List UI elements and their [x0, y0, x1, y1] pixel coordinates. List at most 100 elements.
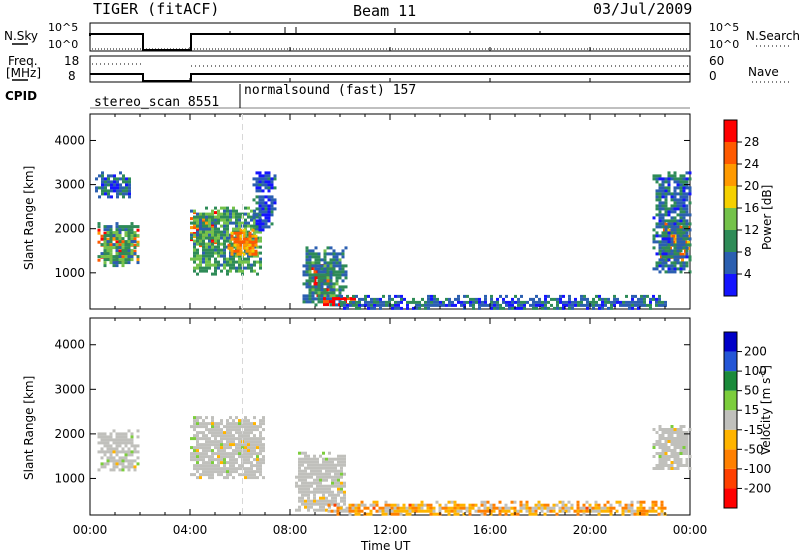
scatter-cell	[304, 481, 307, 485]
scatter-cell	[242, 237, 246, 241]
scatter-cell	[682, 261, 686, 265]
scatter-cell	[667, 467, 671, 470]
scatter-cell	[133, 237, 137, 241]
scatter-cell	[199, 473, 202, 477]
scatter-cell	[124, 432, 128, 436]
scatter-cell	[421, 303, 424, 307]
scatter-cell	[514, 300, 517, 304]
scatter-cell	[332, 252, 336, 256]
scatter-cell	[214, 437, 217, 441]
scatter-cell	[338, 252, 342, 256]
scatter-cell	[262, 455, 265, 459]
scatter-cell	[597, 509, 601, 513]
scatter-cell	[331, 466, 334, 470]
scatter-cell	[310, 463, 313, 467]
scatter-cell	[331, 478, 334, 482]
scatter-cell	[532, 300, 535, 304]
scatter-cell	[217, 434, 220, 438]
scatter-cell	[220, 224, 223, 228]
scatter-cell	[430, 294, 433, 298]
scatter-cell	[658, 303, 661, 307]
scatter-cell	[376, 297, 379, 301]
scatter-cell	[682, 255, 686, 259]
scatter-cell	[259, 257, 262, 261]
scatter-cell	[211, 230, 214, 234]
scatter-cell	[232, 209, 235, 213]
scatter-cell	[330, 500, 334, 504]
scatter-cell	[586, 300, 589, 304]
scatter-cell	[310, 484, 313, 488]
scatter-cell	[630, 506, 634, 510]
scatter-cell	[103, 252, 107, 256]
scatter-cell	[622, 303, 625, 307]
scatter-cell	[335, 258, 339, 262]
scatter-cell	[405, 512, 409, 516]
scatter-cell	[332, 261, 336, 265]
scatter-cell	[235, 260, 238, 264]
scatter-cell	[393, 506, 397, 510]
scatter-cell	[244, 467, 247, 471]
scatter-cell	[100, 237, 104, 241]
scatter-cell	[340, 472, 343, 476]
scatter-cell	[447, 509, 451, 513]
scatter-cell	[223, 239, 226, 243]
scatter-cell	[657, 506, 661, 510]
scatter-cell	[682, 231, 686, 235]
scatter-cell	[352, 300, 355, 304]
scatter-cell	[328, 475, 331, 479]
scatter-cell	[229, 263, 232, 267]
scatter-cell	[262, 437, 265, 441]
scatter-cell	[208, 458, 211, 462]
scatter-cell	[408, 512, 412, 516]
scatter-cell	[208, 212, 211, 216]
scatter-cell	[667, 258, 671, 262]
scatter-cell	[652, 228, 656, 232]
scatter-cell	[478, 297, 481, 301]
scatter-cell	[305, 297, 309, 301]
scatter-cell	[232, 464, 235, 468]
scatter-cell	[673, 440, 677, 443]
scatter-cell	[325, 487, 328, 491]
scatter-cell	[262, 449, 265, 453]
scatter-cell	[193, 221, 196, 225]
scatter-cell	[325, 499, 328, 503]
scatter-cell	[116, 192, 119, 196]
scatter-cell	[598, 306, 601, 310]
scatter-cell	[238, 437, 241, 441]
scatter-cell	[220, 458, 223, 462]
scatter-cell	[364, 297, 367, 301]
scatter-cell	[295, 475, 298, 479]
scatter-cell	[119, 189, 122, 193]
scatter-cell	[660, 506, 664, 510]
scatter-cell	[486, 506, 490, 510]
scatter-cell	[679, 431, 683, 434]
scatter-cell	[391, 297, 394, 301]
scatter-cell	[471, 503, 475, 507]
scatter-cell	[379, 297, 382, 301]
scatter-cell	[340, 300, 343, 304]
scatter-cell	[329, 258, 333, 262]
scatter-cell	[220, 248, 223, 252]
scatter-cell	[205, 254, 208, 258]
scatter-cell	[661, 303, 664, 307]
scatter-cell	[244, 461, 247, 465]
scatter-cell	[259, 449, 262, 453]
scatter-cell	[255, 186, 259, 190]
scatter-cell	[679, 246, 683, 250]
scatter-cell	[307, 499, 310, 503]
scatter-cell	[390, 503, 394, 507]
scatter-cell	[346, 294, 349, 298]
nsearch-tick-high: 10^5	[709, 21, 740, 34]
scatter-cell	[109, 459, 113, 463]
scatter-cell	[414, 506, 418, 510]
scatter-cell	[264, 195, 268, 199]
scatter-cell	[338, 261, 342, 265]
scatter-cell	[537, 503, 541, 507]
scatter-cell	[259, 437, 262, 441]
scatter-cell	[505, 294, 508, 298]
scatter-cell	[676, 246, 680, 250]
scatter-cell	[444, 506, 448, 510]
scatter-cell	[604, 297, 607, 301]
scatter-cell	[652, 234, 656, 238]
scatter-cell	[655, 195, 659, 199]
